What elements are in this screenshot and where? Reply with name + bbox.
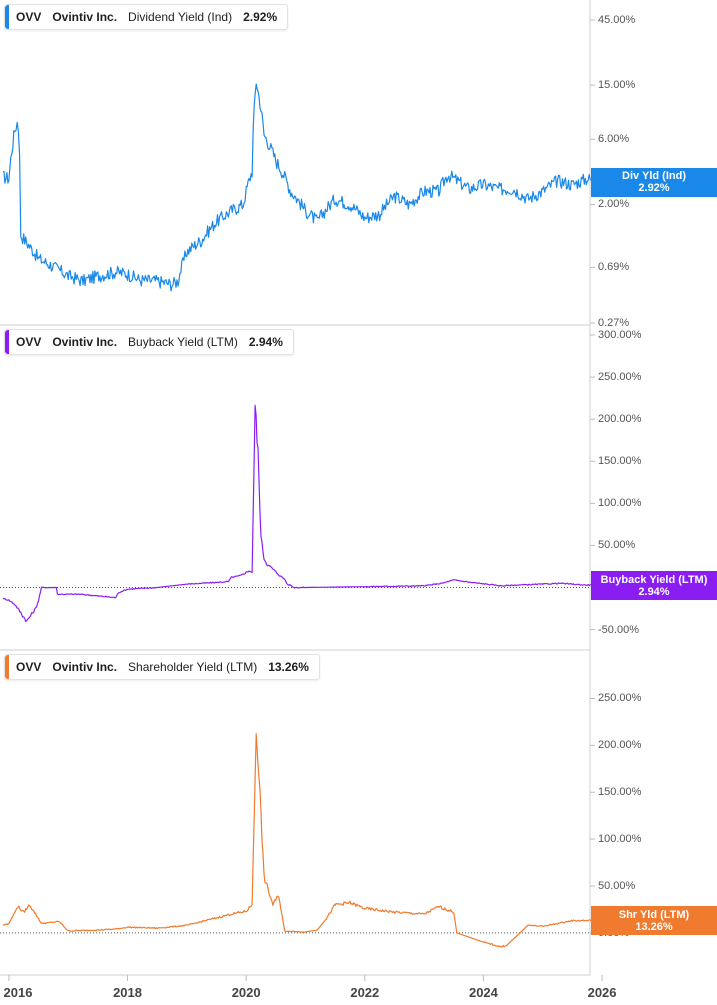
y-tick-label: 150.00% — [598, 455, 642, 468]
current-value: 2.92% — [243, 10, 278, 24]
x-tick-label: 2020 — [231, 985, 261, 1000]
legend-buyback-yield: OVV Ovintiv Inc. Buyback Yield (LTM) 2.9… — [4, 329, 294, 355]
ticker-label: OVV — [16, 10, 42, 24]
y-tick-label: 6.00% — [598, 133, 630, 146]
current-value-badge: Div Yld (Ind) 2.92% — [591, 167, 717, 197]
y-tick-label: 0.69% — [598, 261, 630, 274]
y-tick-label: 200.00% — [598, 413, 642, 426]
badge-value: 2.92% — [638, 182, 670, 195]
y-tick-label: 300.00% — [598, 329, 642, 341]
y-tick-label: 50.00% — [598, 539, 636, 552]
y-tick-label: 150.00% — [598, 786, 642, 799]
y-tick-label: -50.00% — [598, 623, 639, 636]
company-label: Ovintiv Inc. — [52, 10, 118, 24]
x-tick-label: 2018 — [113, 985, 142, 1000]
y-tick-label: 100.00% — [598, 833, 642, 846]
current-value-badge: Shr Yld (LTM) 13.26% — [591, 906, 717, 936]
badge-label: Div Yld (Ind) — [622, 170, 686, 183]
y-tick-label: 100.00% — [598, 497, 642, 510]
series-line — [2, 733, 600, 948]
y-tick-label: 45.00% — [598, 14, 636, 26]
y-tick-label: 15.00% — [598, 79, 636, 92]
badge-value: 13.26% — [635, 920, 673, 933]
x-tick-label: 2024 — [468, 985, 498, 1000]
metric-label: Dividend Yield (Ind) — [128, 10, 233, 24]
series-line — [2, 83, 600, 292]
x-tick-label: 2022 — [350, 985, 380, 1000]
x-tick-label: 2026 — [587, 985, 617, 1000]
badge-label: Buyback Yield (LTM) — [600, 573, 708, 586]
badge-label: Shr Yld (LTM) — [618, 908, 690, 921]
badge-value: 2.94% — [638, 585, 670, 598]
ticker-label: OVV — [16, 335, 42, 349]
series-color-swatch — [5, 5, 9, 29]
y-tick-label: 250.00% — [598, 371, 642, 384]
legend-shareholder-yield: OVV Ovintiv Inc. Shareholder Yield (LTM)… — [4, 654, 320, 680]
y-tick-label: 200.00% — [598, 739, 642, 752]
x-tick-label: 2016 — [3, 985, 33, 1000]
y-tick-label: 0.27% — [598, 317, 630, 329]
current-value-badge: Buyback Yield (LTM) 2.94% — [591, 571, 717, 601]
current-value: 13.26% — [268, 660, 309, 674]
y-tick-label: 250.00% — [598, 692, 642, 705]
series-color-swatch — [5, 655, 9, 679]
metric-label: Buyback Yield (LTM) — [128, 335, 238, 349]
company-label: Ovintiv Inc. — [52, 660, 118, 674]
legend-dividend-yield: OVV Ovintiv Inc. Dividend Yield (Ind) 2.… — [4, 4, 289, 30]
y-tick-label: 50.00% — [598, 879, 636, 892]
series-color-swatch — [5, 330, 9, 354]
company-label: Ovintiv Inc. — [52, 335, 118, 349]
ticker-label: OVV — [16, 660, 42, 674]
series-line — [2, 404, 600, 623]
y-tick-label: 2.00% — [598, 198, 630, 211]
metric-label: Shareholder Yield (LTM) — [128, 660, 258, 674]
current-value: 2.94% — [248, 335, 283, 349]
